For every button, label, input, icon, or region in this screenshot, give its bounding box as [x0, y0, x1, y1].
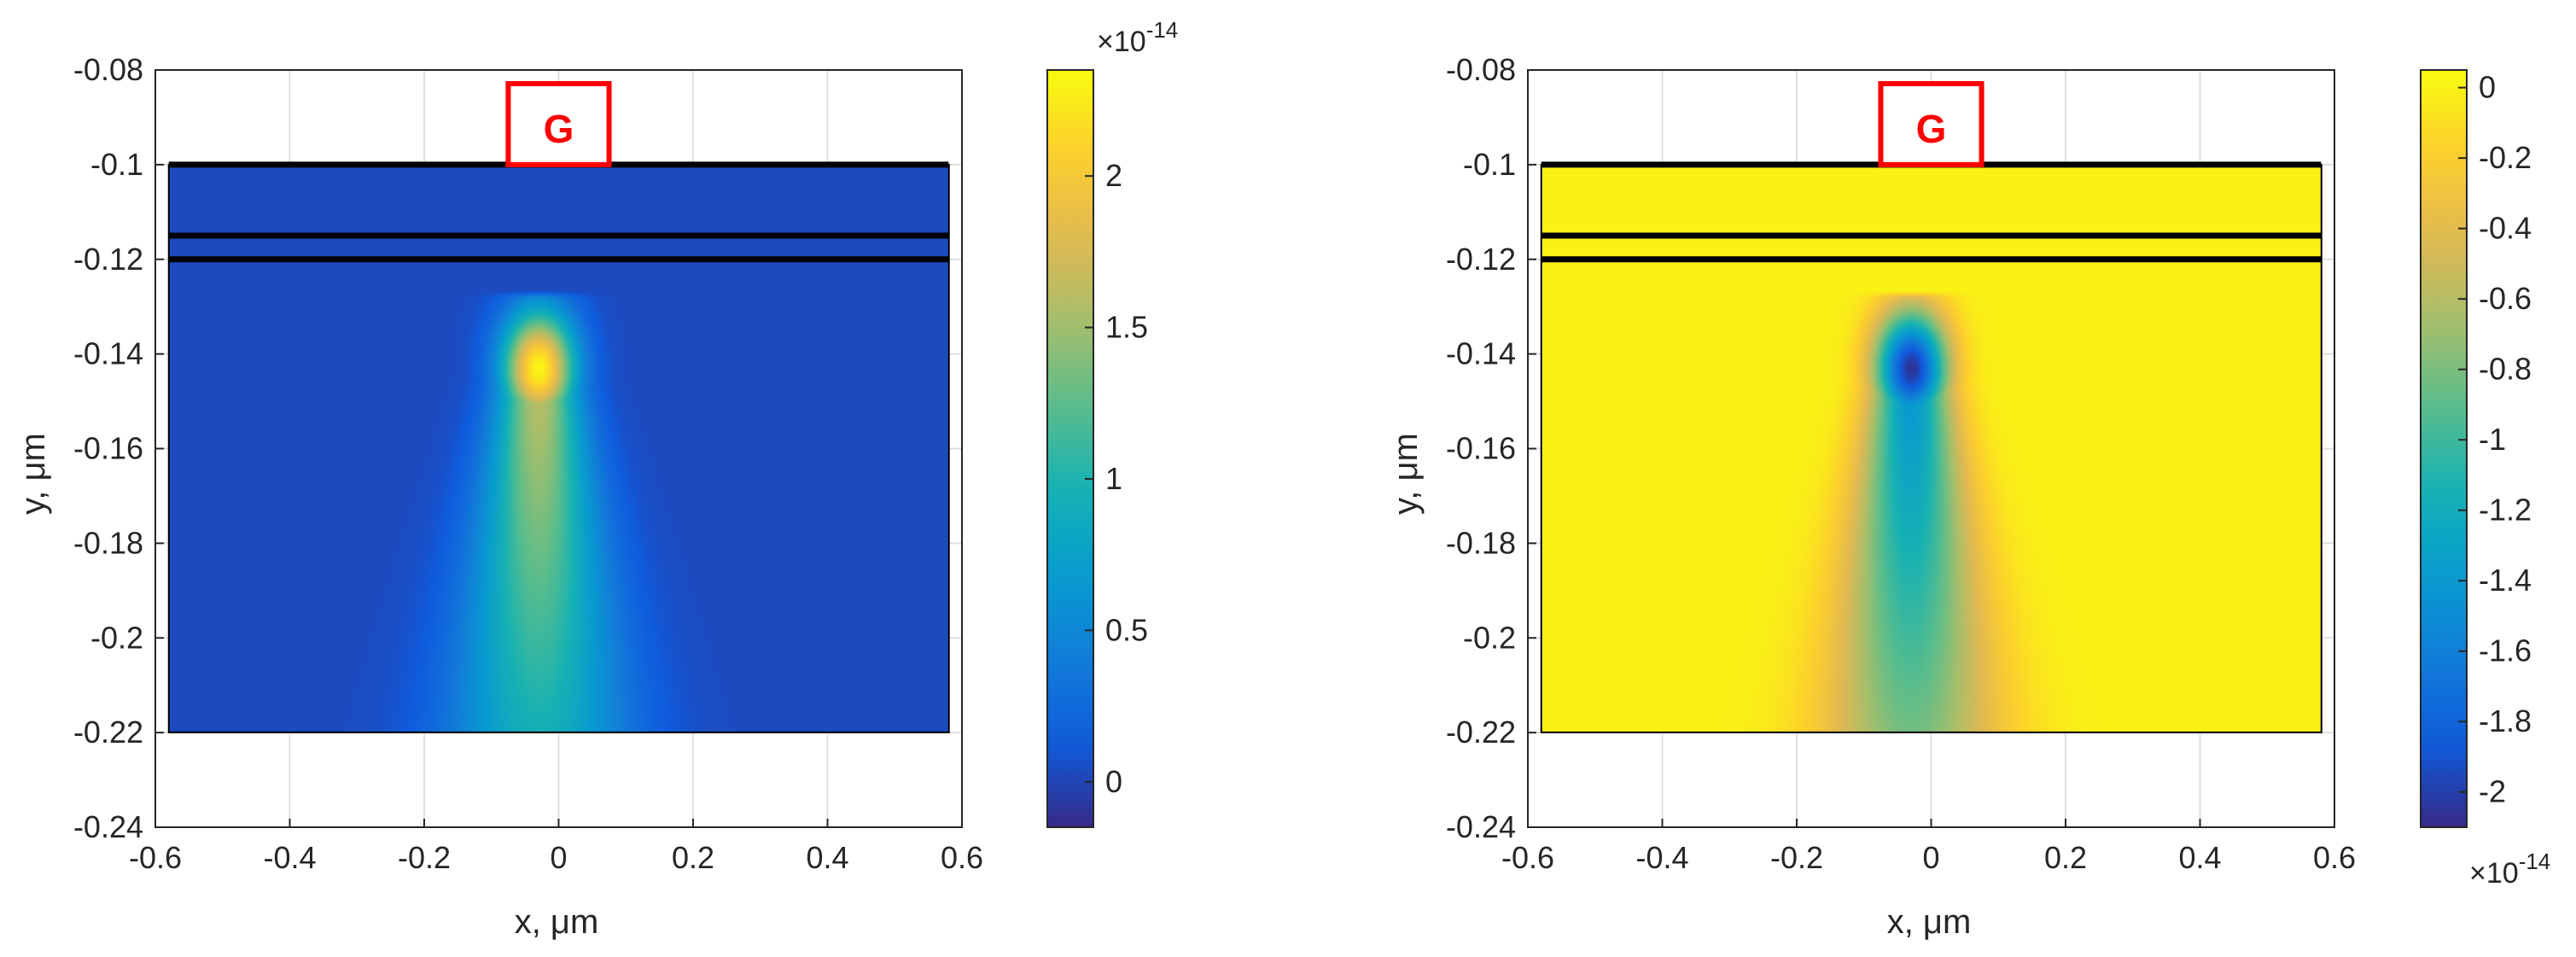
right-y-tick-label-5: -0.18 — [1446, 525, 1516, 560]
right-y-tick-label-6: -0.2 — [1463, 620, 1516, 655]
right-x-tick-label-1: -0.4 — [1635, 840, 1688, 875]
right-y-tick-label-0: -0.08 — [1446, 52, 1516, 87]
right-colorbar-tick-label-0: 0 — [2479, 70, 2496, 105]
right-colorbar-multiplier-base: ×10 — [2469, 857, 2519, 890]
right-y-tick-label-3: -0.14 — [1446, 336, 1516, 371]
left-plot-layer: -0.6 -0.4 -0.2 0 0.2 0.4 0.6 -0.08 -0.1 -0.12 -0.1… — [73, 52, 983, 875]
left-colorbar-tick-label-4: 0 — [1105, 764, 1122, 799]
right-y-tick-label-2: -0.12 — [1446, 242, 1516, 277]
left-colorbar-multiplier-base: ×10 — [1097, 26, 1146, 58]
left-colorbar-tick-label-3: 0.5 — [1105, 612, 1148, 647]
left-gate-marker: G — [505, 81, 612, 167]
left-colorbar-tick-label-1: 1.5 — [1105, 310, 1148, 345]
left-colorbar-ticks: 2 1.5 1 0.5 0 — [1085, 158, 1148, 799]
right-y-tick-label-7: -0.22 — [1446, 715, 1516, 750]
left-y-tick-label-2: -0.12 — [73, 242, 143, 277]
right-x-tick-label-2: -0.2 — [1770, 840, 1823, 875]
right-x-tick-label-3: 0 — [1922, 840, 1939, 875]
left-x-tick-label-4: 0.2 — [672, 840, 714, 875]
left-x-tick-label-1: -0.4 — [263, 840, 316, 875]
right-x-tick-label-4: 0.2 — [2044, 840, 2087, 875]
right-heatmap-field — [1541, 164, 2322, 732]
right-gate-marker: G — [1878, 81, 1984, 167]
left-y-tick-label-3: -0.14 — [73, 336, 143, 371]
left-x-axis-label: x, μm — [515, 903, 599, 941]
right-colorbar-tick-label-7: -1.4 — [2479, 563, 2532, 598]
right-colorbar-tick-label-10: -2 — [2479, 774, 2506, 809]
left-colorbar-tick-label-2: 1 — [1105, 461, 1122, 496]
right-colorbar-ticks: 0 -0.2 -0.4 -0.6 -0.8 -1 -1.2 -1.4 -1.6 -1.8 -2 — [2458, 70, 2532, 809]
right-gate-label: G — [1916, 107, 1947, 151]
left-gate-label: G — [544, 107, 574, 151]
left-y-tick-label-0: -0.08 — [73, 52, 143, 87]
left-y-tick-label-8: -0.24 — [73, 809, 143, 844]
left-heatmap-panel: -0.6 -0.4 -0.2 0 0.2 0.4 0.6 -0.08 -0.1 -0.12 -0.1… — [15, 17, 1178, 941]
right-x-tick-label-5: 0.4 — [2178, 840, 2221, 875]
right-plot-layer: -0.6 -0.4 -0.2 0 0.2 0.4 0.6 -0.08 -0.1 -0.12 -0.1… — [1446, 52, 2356, 875]
left-y-tick-label-1: -0.1 — [90, 147, 143, 182]
right-colorbar-tick-label-3: -0.6 — [2479, 281, 2532, 316]
right-colorbar-tick-label-9: -1.8 — [2479, 703, 2532, 738]
right-x-axis-label: x, μm — [1887, 903, 1972, 941]
left-colorbar: 2 1.5 1 0.5 0 ×10-14 — [1046, 17, 1178, 828]
right-colorbar-exponent: -14 — [2519, 849, 2551, 874]
left-x-tick-label-3: 0 — [550, 840, 567, 875]
left-y-tick-label-4: -0.16 — [73, 431, 143, 466]
left-colorbar-gradient — [1046, 69, 1094, 828]
right-y-axis-label: y, μm — [1387, 433, 1425, 515]
right-colorbar-gradient — [2420, 69, 2468, 828]
right-colorbar-tick-label-6: -1.2 — [2479, 493, 2532, 528]
right-y-tick-label-8: -0.24 — [1446, 809, 1516, 844]
left-colorbar-multiplier: ×10-14 — [1097, 17, 1178, 58]
right-x-tick-label-0: -0.6 — [1501, 840, 1554, 875]
left-colorbar-exponent: -14 — [1146, 17, 1179, 43]
right-colorbar-tick-label-1: -0.2 — [2479, 140, 2532, 175]
right-heatmap-panel: -0.6 -0.4 -0.2 0 0.2 0.4 0.6 -0.08 -0.1 -0.12 -0.1… — [1387, 52, 2550, 941]
left-y-tick-label-6: -0.2 — [90, 620, 143, 655]
right-colorbar-tick-label-4: -0.8 — [2479, 352, 2532, 387]
left-gate-box — [505, 81, 612, 167]
right-y-tick-label-1: -0.1 — [1463, 147, 1516, 182]
right-x-tick-label-6: 0.6 — [2313, 840, 2356, 875]
right-colorbar-tick-label-2: -0.4 — [2479, 211, 2532, 246]
left-x-tick-label-2: -0.2 — [398, 840, 451, 875]
left-colorbar-tick-label-0: 2 — [1105, 158, 1122, 193]
left-x-tick-label-5: 0.4 — [806, 840, 848, 875]
right-gate-box — [1878, 81, 1984, 167]
left-x-tick-label-6: 0.6 — [941, 840, 983, 875]
right-y-tick-label-4: -0.16 — [1446, 431, 1516, 466]
left-y-tick-label-5: -0.18 — [73, 525, 143, 560]
right-colorbar: 0 -0.2 -0.4 -0.6 -0.8 -1 -1.2 -1.4 -1.6 -1.8 -2 ×1… — [2420, 69, 2550, 890]
left-x-tick-label-0: -0.6 — [129, 840, 182, 875]
right-colorbar-multiplier: ×10-14 — [2469, 849, 2550, 890]
left-y-axis-label: y, μm — [15, 433, 52, 515]
left-heatmap-field — [168, 164, 949, 732]
right-colorbar-tick-label-8: -1.6 — [2479, 633, 2532, 668]
left-y-tick-label-7: -0.22 — [73, 715, 143, 750]
right-colorbar-tick-label-5: -1 — [2479, 422, 2506, 457]
